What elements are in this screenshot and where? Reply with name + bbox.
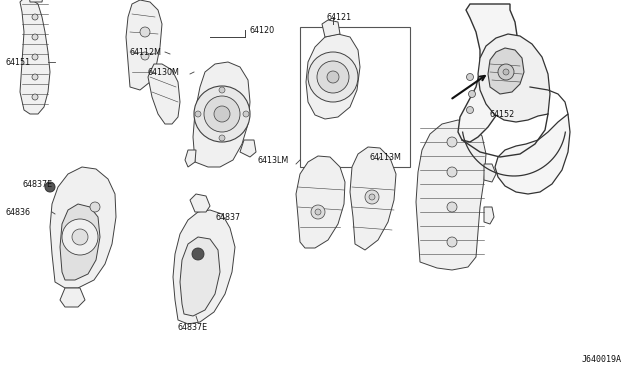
Polygon shape [126,0,162,90]
Circle shape [32,14,38,20]
Polygon shape [484,164,496,182]
Polygon shape [60,204,100,280]
Circle shape [219,135,225,141]
Circle shape [503,69,509,75]
Circle shape [219,87,225,93]
Text: 64837: 64837 [215,212,240,221]
Polygon shape [416,120,486,270]
Polygon shape [240,140,256,157]
Circle shape [32,54,38,60]
Polygon shape [478,34,550,122]
Circle shape [308,52,358,102]
Circle shape [327,71,339,83]
Polygon shape [28,0,44,2]
Circle shape [447,167,457,177]
Polygon shape [296,156,345,248]
Polygon shape [185,150,196,167]
Circle shape [45,182,55,192]
Circle shape [192,248,204,260]
Circle shape [214,106,230,122]
Circle shape [369,194,375,200]
Text: 64112M: 64112M [130,48,162,57]
Circle shape [141,52,149,60]
Circle shape [447,237,457,247]
Polygon shape [148,64,180,124]
Text: 64837E: 64837E [22,180,52,189]
Circle shape [204,96,240,132]
Polygon shape [484,207,494,224]
Circle shape [243,111,249,117]
Circle shape [140,27,150,37]
Circle shape [365,190,379,204]
Text: 64837E: 64837E [178,323,208,331]
Text: 64120: 64120 [250,26,275,35]
Polygon shape [180,237,220,316]
Polygon shape [20,0,50,114]
Text: 64151: 64151 [5,58,30,67]
Circle shape [194,86,250,142]
Circle shape [72,229,88,245]
Circle shape [447,202,457,212]
Polygon shape [306,34,360,119]
Polygon shape [350,147,396,250]
Circle shape [90,202,100,212]
Polygon shape [173,210,235,324]
Polygon shape [50,167,116,288]
Circle shape [32,74,38,80]
Circle shape [32,34,38,40]
Polygon shape [488,48,524,94]
Circle shape [447,137,457,147]
Circle shape [62,219,98,255]
Polygon shape [495,114,570,194]
Polygon shape [322,20,340,37]
Circle shape [467,106,474,113]
Text: 64113M: 64113M [370,153,402,161]
Text: 64130M: 64130M [148,67,180,77]
Text: J640019A: J640019A [582,355,622,364]
Polygon shape [60,288,85,307]
Circle shape [195,111,201,117]
Circle shape [468,90,476,97]
Polygon shape [190,194,210,212]
Circle shape [467,74,474,80]
Circle shape [311,205,325,219]
Polygon shape [458,4,518,142]
Circle shape [317,61,349,93]
Text: 64836: 64836 [5,208,30,217]
Text: 64152: 64152 [490,109,515,119]
Text: 6413LM: 6413LM [258,155,289,164]
Circle shape [32,94,38,100]
Circle shape [498,64,514,80]
Polygon shape [193,62,250,167]
Text: 64121: 64121 [327,13,352,22]
Circle shape [315,209,321,215]
